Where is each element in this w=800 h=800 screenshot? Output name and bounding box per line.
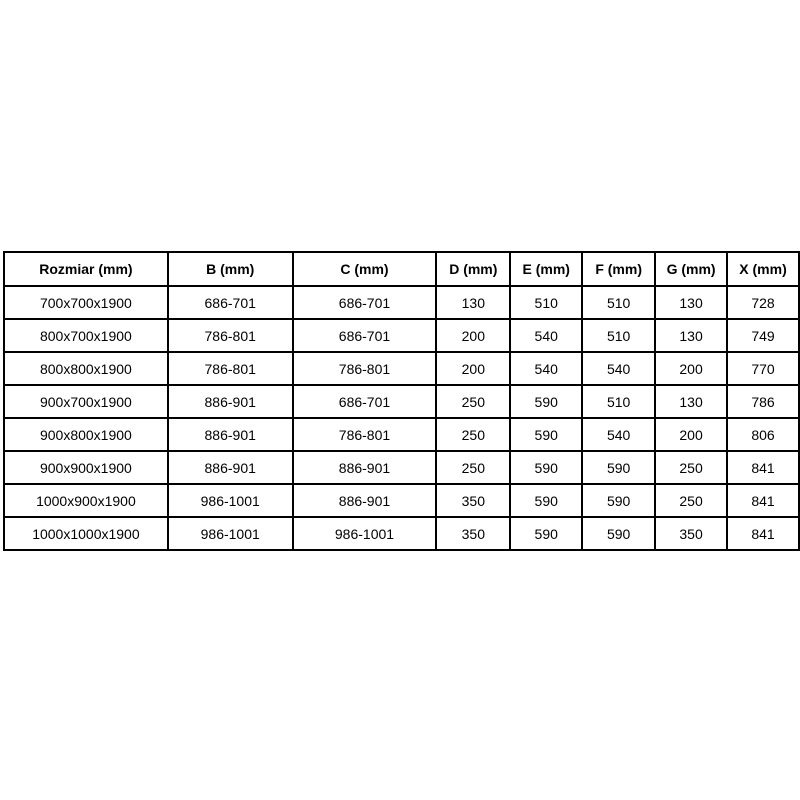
dimension-cell: 841 xyxy=(726,516,800,551)
dimension-cell: 886-901 xyxy=(166,450,294,485)
dimension-cell: 590 xyxy=(509,450,584,485)
dimension-cell: 510 xyxy=(581,285,657,320)
dimension-cell: 250 xyxy=(435,384,512,419)
size-cell: 1000x1000x1900 xyxy=(3,516,169,551)
dimension-cell: 250 xyxy=(654,450,729,485)
dimension-cell: 841 xyxy=(726,483,800,518)
dimension-cell: 986-1001 xyxy=(166,483,294,518)
table-row: 800x800x1900 786-801 786-801 200 540 540 200 77… xyxy=(3,351,800,386)
dimension-cell: 130 xyxy=(654,318,729,353)
dimension-cell: 590 xyxy=(581,483,657,518)
dimension-cell: 686-701 xyxy=(291,384,438,419)
dimension-cell: 540 xyxy=(581,417,657,452)
dimension-cell: 540 xyxy=(581,351,657,386)
dimension-cell: 590 xyxy=(581,450,657,485)
column-header: Rozmiar (mm) xyxy=(3,251,169,287)
table-body: 700x700x1900 686-701 686-701 130 510 510 130 72… xyxy=(3,285,800,551)
dimension-cell: 510 xyxy=(581,318,657,353)
dimension-cell: 350 xyxy=(435,483,512,518)
dimension-cell: 130 xyxy=(654,285,729,320)
dimension-cell: 250 xyxy=(654,483,729,518)
dimension-cell: 686-701 xyxy=(291,318,438,353)
dimension-cell: 590 xyxy=(509,516,584,551)
column-header: F (mm) xyxy=(581,251,657,287)
table-row: 900x900x1900 886-901 886-901 250 590 590 250 84… xyxy=(3,450,800,485)
size-cell: 900x900x1900 xyxy=(3,450,169,485)
table-row: 1000x1000x1900 986-1001 986-1001 350 590 590 3… xyxy=(3,516,800,551)
dimension-cell: 886-901 xyxy=(291,450,438,485)
size-cell: 800x700x1900 xyxy=(3,318,169,353)
column-header: D (mm) xyxy=(435,251,512,287)
dimension-cell: 806 xyxy=(726,417,800,452)
dimension-cell: 130 xyxy=(654,384,729,419)
header-row: Rozmiar (mm) B (mm) C (mm) D (mm) E (mm) F (m… xyxy=(3,251,800,287)
column-header: B (mm) xyxy=(166,251,294,287)
table-row: 900x700x1900 886-901 686-701 250 590 510 130 78… xyxy=(3,384,800,419)
dimension-cell: 250 xyxy=(435,450,512,485)
dimension-cell: 686-701 xyxy=(166,285,294,320)
dimension-cell: 770 xyxy=(726,351,800,386)
dimension-cell: 786-801 xyxy=(166,351,294,386)
table-row: 1000x900x1900 986-1001 886-901 350 590 590 250… xyxy=(3,483,800,518)
dimension-cell: 786-801 xyxy=(291,351,438,386)
column-header: G (mm) xyxy=(654,251,729,287)
dimension-cell: 200 xyxy=(654,351,729,386)
dimension-cell: 728 xyxy=(726,285,800,320)
dimension-cell: 886-901 xyxy=(166,417,294,452)
table-row: 900x800x1900 886-901 786-801 250 590 540 200 80… xyxy=(3,417,800,452)
dimension-cell: 200 xyxy=(654,417,729,452)
dimension-cell: 540 xyxy=(509,351,584,386)
dimension-cell: 786-801 xyxy=(166,318,294,353)
dimension-cell: 686-701 xyxy=(291,285,438,320)
table-row: 800x700x1900 786-801 686-701 200 540 510 130 74… xyxy=(3,318,800,353)
dimension-cell: 130 xyxy=(435,285,512,320)
dimension-cell: 841 xyxy=(726,450,800,485)
dimension-cell: 590 xyxy=(509,417,584,452)
dimension-cell: 590 xyxy=(509,384,584,419)
table-row: 700x700x1900 686-701 686-701 130 510 510 130 72… xyxy=(3,285,800,320)
dimension-cell: 200 xyxy=(435,318,512,353)
dimension-cell: 510 xyxy=(581,384,657,419)
dimension-cell: 886-901 xyxy=(291,483,438,518)
size-cell: 1000x900x1900 xyxy=(3,483,169,518)
dimension-cell: 250 xyxy=(435,417,512,452)
dimension-cell: 786 xyxy=(726,384,800,419)
dimension-cell: 590 xyxy=(509,483,584,518)
table-header: Rozmiar (mm) B (mm) C (mm) D (mm) E (mm) F (m… xyxy=(3,251,800,287)
dimension-cell: 200 xyxy=(435,351,512,386)
dimension-cell: 510 xyxy=(509,285,584,320)
dimension-cell: 786-801 xyxy=(291,417,438,452)
dimension-cell: 749 xyxy=(726,318,800,353)
size-cell: 700x700x1900 xyxy=(3,285,169,320)
dimension-cell: 886-901 xyxy=(166,384,294,419)
column-header: X (mm) xyxy=(726,251,800,287)
dimension-cell: 590 xyxy=(581,516,657,551)
dimensions-table: Rozmiar (mm) B (mm) C (mm) D (mm) E (mm) F (m… xyxy=(3,251,800,551)
dimension-cell: 986-1001 xyxy=(166,516,294,551)
size-cell: 800x800x1900 xyxy=(3,351,169,386)
dimension-cell: 986-1001 xyxy=(291,516,438,551)
dimension-cell: 350 xyxy=(435,516,512,551)
dimension-cell: 540 xyxy=(509,318,584,353)
size-cell: 900x800x1900 xyxy=(3,417,169,452)
size-cell: 900x700x1900 xyxy=(3,384,169,419)
column-header: C (mm) xyxy=(291,251,438,287)
column-header: E (mm) xyxy=(509,251,584,287)
dimension-cell: 350 xyxy=(654,516,729,551)
